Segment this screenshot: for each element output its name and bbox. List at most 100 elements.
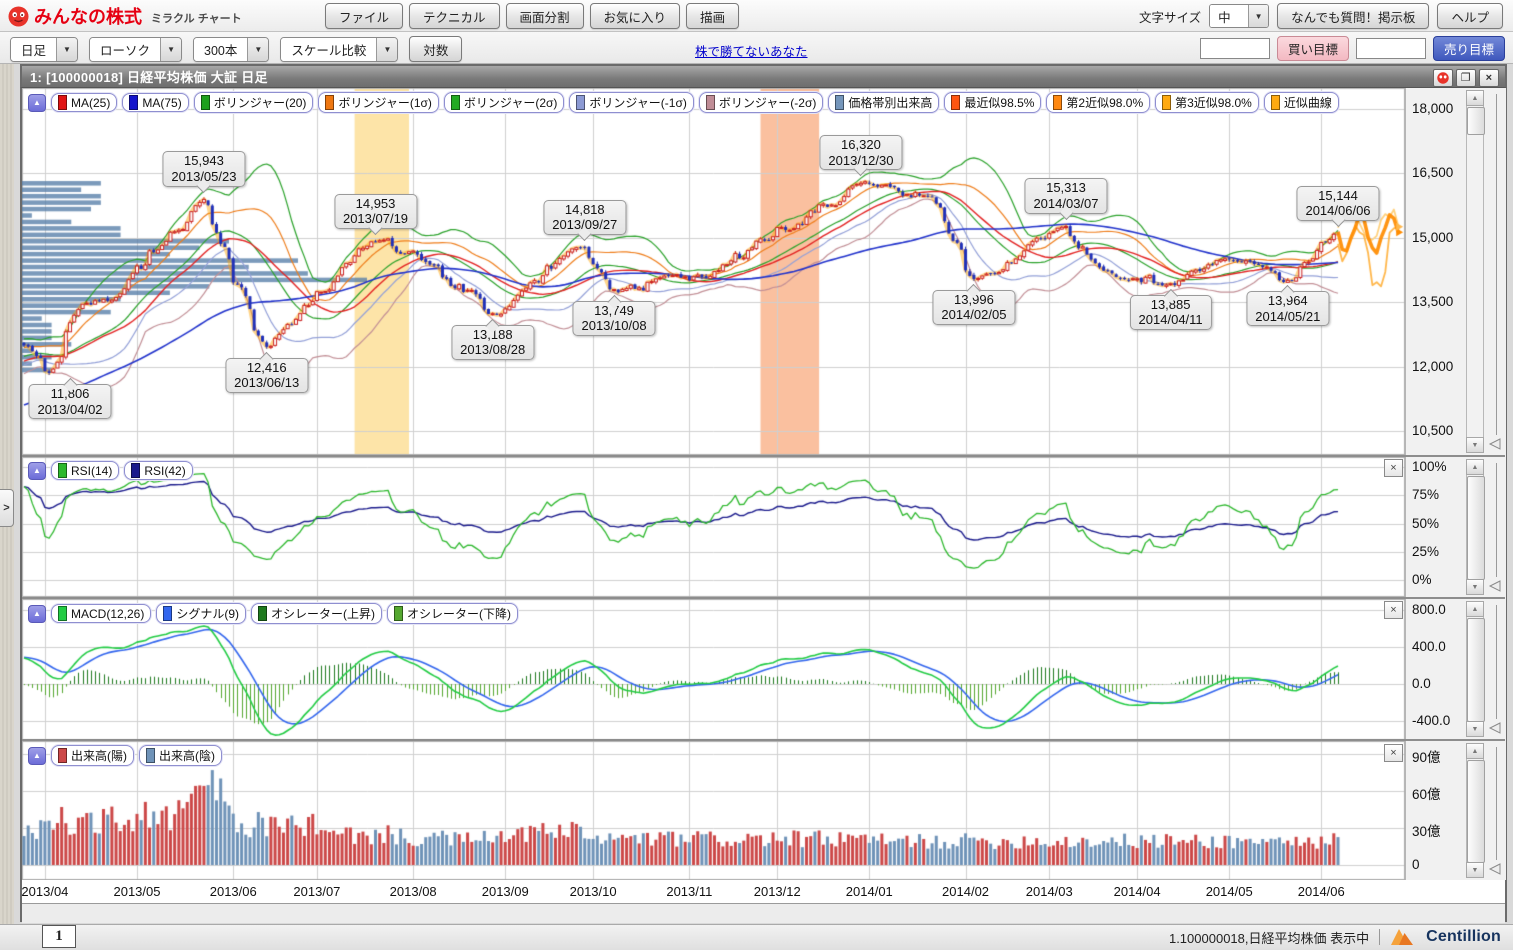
chevron-down-icon[interactable]: ▼ [56,37,78,61]
annotation-price: 14,818 [564,201,605,217]
annotation-date: 2013/10/08 [581,318,647,334]
volume-chart-canvas[interactable] [22,741,1405,880]
scroll-thumb[interactable] [1467,476,1485,580]
panel-separator[interactable] [22,455,1505,457]
main-indicator-toggle[interactable]: ボリンジャー(-2σ) [698,92,824,113]
window-restore-button[interactable]: ❐ [1456,69,1476,87]
panel-separator[interactable] [22,597,1505,599]
zoom-slider-handle[interactable] [1488,579,1502,598]
rsi-chart-canvas[interactable] [22,457,1405,597]
zoom-slider-handle[interactable] [1488,721,1502,740]
macd-panel-close-button[interactable]: × [1384,601,1403,619]
rsi-panel-close-button[interactable]: × [1384,459,1403,477]
menubar-button-screen-split[interactable]: 画面分割 [505,3,584,29]
sidebar-expander-button[interactable]: > [0,489,14,527]
panel-collapse-button[interactable]: ▲ [28,746,46,765]
menubar-button-file[interactable]: ファイル [325,3,404,29]
panel-collapse-button[interactable]: ▲ [28,604,46,623]
volume-panel-close-button[interactable]: × [1384,744,1403,762]
macd-indicator-toggle[interactable]: オシレーター(上昇) [251,603,383,624]
macd-indicator-toggle[interactable]: MACD(12,26) [51,604,152,623]
date-axis-tick: 2013/12 [753,884,801,899]
scroll-down-button[interactable]: ▼ [1466,862,1484,878]
main-indicator-toggle[interactable]: 第2近似98.0% [1046,92,1151,113]
panel-separator[interactable] [22,739,1505,741]
date-axis-tick: 2013/05 [113,884,161,899]
main-indicator-toggle[interactable]: ボリンジャー(2σ) [443,92,565,113]
macd-indicator-toggle[interactable]: オシレーター(下降) [387,603,519,624]
zoom-slider-handle[interactable] [1488,862,1502,881]
price-axis-tick: 10,500 [1412,423,1454,438]
main-chart-canvas[interactable] [22,88,1405,455]
scroll-down-button[interactable]: ▼ [1466,721,1484,737]
date-axis-tick: 2014/01 [845,884,893,899]
volume-indicator-toggle[interactable]: 出来高(陰) [139,745,222,766]
indicator-label: 最近似98.5% [964,96,1035,110]
indicator-label: RSI(42) [144,463,186,478]
scroll-down-button[interactable]: ▼ [1466,579,1484,595]
chevron-down-icon[interactable]: ▼ [247,37,269,61]
chart-type-select[interactable]: ローソク ▼ [89,36,183,62]
macd-chart-canvas[interactable] [22,599,1405,740]
scroll-thumb[interactable] [1467,618,1485,722]
help-button[interactable]: ヘルプ [1437,3,1503,29]
scroll-up-button[interactable]: ▲ [1466,743,1484,759]
main-indicator-toggle[interactable]: ボリンジャー(1σ) [318,92,439,113]
log-scale-button[interactable]: 対数 [409,36,463,62]
sell-target-input[interactable] [1355,38,1426,59]
scroll-up-button[interactable]: ▲ [1466,459,1484,475]
menubar-button-draw[interactable]: 描画 [686,3,740,29]
date-axis-tick: 2013/08 [389,884,437,899]
scroll-up-button[interactable]: ▲ [1466,90,1484,106]
zoom-slider-handle[interactable] [1488,437,1502,456]
rsi-indicator-toggle[interactable]: RSI(14) [51,461,120,480]
main-indicator-toggle[interactable]: 近似曲線 [1263,92,1339,113]
zoom-slider-track[interactable] [1496,94,1497,435]
sell-target-button[interactable]: 売り目標 [1432,36,1505,61]
menubar-button-favorites[interactable]: お気に入り [589,3,681,29]
window-titlebar[interactable]: 1: [100000018] 日経平均株価 大証 日足 ❐ × [20,64,1507,88]
bar-count-select[interactable]: 300本 ▼ [193,36,270,62]
main-indicator-toggle[interactable]: ボリンジャー(-1σ) [569,92,694,113]
volume-indicator-toggle[interactable]: 出来高(陽) [51,745,134,766]
rsi-indicator-toggle[interactable]: RSI(42) [124,461,193,480]
buy-target-button[interactable]: 買い目標 [1276,36,1349,61]
close-icon: × [1390,747,1397,759]
scale-compare-select[interactable]: スケール比較 ▼ [280,36,399,62]
promo-link[interactable]: 株で勝てないあなた [695,45,808,59]
annotation-date: 2014/03/07 [1033,195,1099,211]
menubar-button-technical[interactable]: テクニカル [409,3,500,29]
main-indicator-toggle[interactable]: 価格帯別出来高 [828,92,940,113]
price-annotation: 13,964 2014/05/21 [1246,285,1330,327]
main-indicator-toggle[interactable]: ボリンジャー(20) [193,92,314,113]
chevron-down-icon[interactable]: ▼ [376,37,398,61]
zoom-slider-track[interactable] [1496,605,1497,719]
zoom-slider-track[interactable] [1496,463,1497,577]
macd-indicator-toggle[interactable]: シグナル(9) [156,603,247,624]
sheet-tab-1[interactable]: 1 [42,925,76,948]
main-indicator-toggle[interactable]: 第3近似98.0% [1155,92,1259,113]
panel-collapse-button[interactable]: ▲ [28,93,46,112]
scroll-down-button[interactable]: ▼ [1466,437,1484,453]
window-logo-button[interactable] [1433,69,1453,87]
vertical-scrollbar[interactable] [1466,90,1484,453]
main-indicator-toggle[interactable]: 最近似98.5% [944,92,1042,113]
centillion-logo-icon [1391,929,1414,945]
chevron-down-icon[interactable]: ▼ [160,37,182,61]
window-close-button[interactable]: × [1479,69,1499,87]
scroll-thumb[interactable] [1467,760,1485,863]
scroll-up-button[interactable]: ▲ [1466,601,1484,617]
main-indicator-toggle[interactable]: MA(75) [122,93,189,112]
macd-axis-tick: 0.0 [1412,676,1431,691]
buy-target-input[interactable] [1199,38,1270,59]
panel-collapse-button[interactable]: ▲ [28,461,46,480]
annotation-date: 2013/09/27 [552,217,618,233]
scroll-thumb[interactable] [1467,107,1485,135]
font-size-select[interactable]: 中 ▼ [1209,4,1270,28]
date-axis-tick: 2013/06 [209,884,257,899]
chevron-down-icon[interactable]: ▼ [1248,5,1269,27]
zoom-slider-track[interactable] [1496,747,1497,860]
main-indicator-toggle[interactable]: MA(25) [51,93,118,112]
period-select[interactable]: 日足 ▼ [10,36,79,62]
qa-board-button[interactable]: なんでも質問！掲示板 [1277,3,1430,29]
